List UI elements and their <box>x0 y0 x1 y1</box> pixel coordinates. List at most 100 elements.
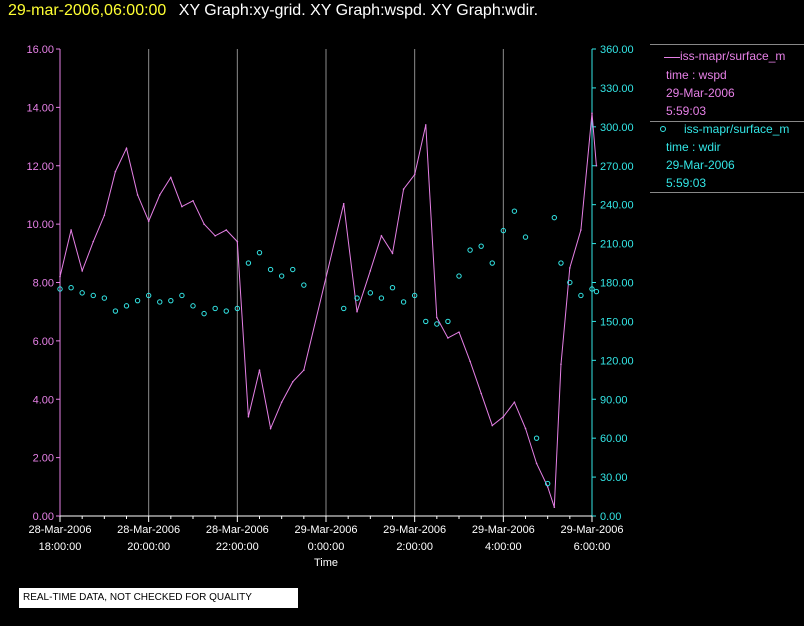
legend-series-time: 5:59:03 <box>666 104 707 118</box>
data-point-wspd <box>192 199 194 202</box>
data-point-wdir <box>245 260 252 266</box>
data-point-wdir <box>434 321 440 327</box>
data-point-wspd <box>81 270 83 272</box>
data-point-wspd <box>524 427 527 430</box>
data-point-wspd <box>569 267 571 269</box>
data-point-wspd <box>469 360 471 363</box>
y-right-tick-label: 240.00 <box>600 200 634 212</box>
data-point-wdir <box>278 273 285 279</box>
data-point-wdir <box>341 305 347 312</box>
data-point-wdir <box>389 284 396 291</box>
data-point-wdir <box>57 286 63 292</box>
data-point-wdir <box>367 290 374 296</box>
data-point-wspd <box>181 205 183 208</box>
data-point-wspd <box>535 462 538 465</box>
data-point-wspd <box>491 424 494 427</box>
data-point-wspd <box>480 392 482 395</box>
data-point-wspd <box>553 506 556 509</box>
data-point-wspd <box>269 427 272 430</box>
y-right-tick-label: 60.00 <box>600 433 628 445</box>
y-right-tick-label: 90.00 <box>600 394 628 406</box>
y-right-tick-label: 330.00 <box>600 83 634 95</box>
legend-series-name: iss-mapr/surface_m <box>680 49 786 63</box>
data-point-wdir <box>445 318 451 325</box>
data-point-wdir <box>123 303 130 309</box>
data-point-wdir <box>400 299 407 305</box>
x-tick-time-label: 18:00:00 <box>39 541 82 553</box>
y-left-tick-label: 6.00 <box>33 336 54 348</box>
data-point-wspd <box>447 337 449 339</box>
y-right-tick-label: 150.00 <box>600 316 634 328</box>
data-point-wspd <box>158 194 161 196</box>
data-point-wdir <box>533 435 540 441</box>
data-point-wdir <box>589 286 595 292</box>
x-tick-time-label: 4:00:00 <box>485 541 522 553</box>
x-tick-time-label: 0:00:00 <box>308 541 345 553</box>
data-point-wspd <box>236 240 239 243</box>
legend-series-vars: time : wspd <box>666 68 727 82</box>
y-left-tick-label: 14.00 <box>26 102 54 114</box>
data-point-wdir <box>267 266 274 273</box>
y-left-tick-label: 4.00 <box>33 394 54 406</box>
legend-series-date: 29-Mar-2006 <box>666 158 735 172</box>
data-point-wdir <box>134 297 141 304</box>
y-left-tick-label: 10.00 <box>26 219 54 231</box>
data-point-wspd <box>92 240 95 243</box>
legend-separator <box>650 192 804 193</box>
data-point-wspd <box>369 270 372 272</box>
y-left-tick-label: 8.00 <box>33 278 54 290</box>
data-point-wdir <box>90 292 96 299</box>
data-point-wdir <box>567 279 573 286</box>
x-tick-time-label: 6:00:00 <box>574 541 611 553</box>
data-point-wspd <box>147 220 150 223</box>
y-right-tick-label: 180.00 <box>600 278 634 290</box>
data-point-wspd <box>103 214 106 217</box>
legend-separator <box>650 121 804 122</box>
x-tick-date-label: 28-Mar-2006 <box>29 524 92 536</box>
x-tick-date-label: 29-Mar-2006 <box>383 524 446 536</box>
data-point-wdir <box>112 308 119 314</box>
data-point-wspd <box>513 401 516 403</box>
data-point-wdir <box>145 292 152 299</box>
x-tick-time-label: 2:00:00 <box>396 541 433 553</box>
y-right-tick-label: 210.00 <box>600 239 634 251</box>
y-left-tick-label: 2.00 <box>33 453 54 465</box>
data-point-wspd <box>70 229 72 231</box>
data-point-wdir <box>190 303 196 309</box>
data-point-wspd <box>560 363 562 366</box>
data-point-wspd <box>595 164 598 167</box>
data-point-wspd <box>258 369 261 371</box>
data-point-wdir <box>223 308 229 314</box>
data-point-wspd <box>291 380 294 383</box>
title-date: 29-mar-2006,06:00:00 <box>8 2 167 19</box>
data-point-wdir <box>79 290 85 296</box>
x-axis-title: Time <box>314 557 338 569</box>
data-point-wspd <box>591 112 593 115</box>
data-point-wdir <box>593 288 600 295</box>
data-point-wspd <box>59 275 61 278</box>
y-left-tick-label: 12.00 <box>26 161 54 173</box>
data-point-wspd <box>136 194 139 196</box>
data-point-wdir <box>378 295 385 301</box>
data-point-wdir <box>168 297 174 304</box>
data-point-wspd <box>280 401 283 403</box>
legend-series-date: 29-Mar-2006 <box>666 86 735 100</box>
data-point-wdir <box>544 480 551 487</box>
data-point-wspd <box>170 176 172 179</box>
data-point-wspd <box>342 202 345 205</box>
data-point-wspd <box>436 316 438 319</box>
x-tick-time-label: 20:00:00 <box>127 541 170 553</box>
legend-series-name: iss-mapr/surface_m <box>684 122 790 136</box>
data-point-wdir <box>290 266 296 273</box>
y-right-tick-label: 270.00 <box>600 161 634 173</box>
data-point-wspd <box>424 124 427 126</box>
x-tick-date-label: 28-Mar-2006 <box>206 524 269 536</box>
y-right-tick-label: 360.00 <box>600 44 634 56</box>
legend-marker-swatch <box>660 126 666 132</box>
data-point-wspd <box>303 369 305 371</box>
data-point-wspd <box>225 229 228 231</box>
data-point-wdir <box>423 318 429 325</box>
data-point-wdir <box>511 208 518 214</box>
y-right-tick-label: 30.00 <box>600 472 628 484</box>
data-point-wspd <box>458 331 460 333</box>
